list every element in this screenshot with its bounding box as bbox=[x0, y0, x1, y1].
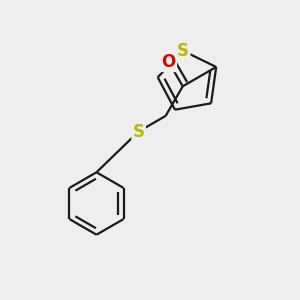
Text: O: O bbox=[161, 53, 176, 71]
Text: S: S bbox=[177, 42, 189, 60]
Text: S: S bbox=[133, 122, 145, 140]
